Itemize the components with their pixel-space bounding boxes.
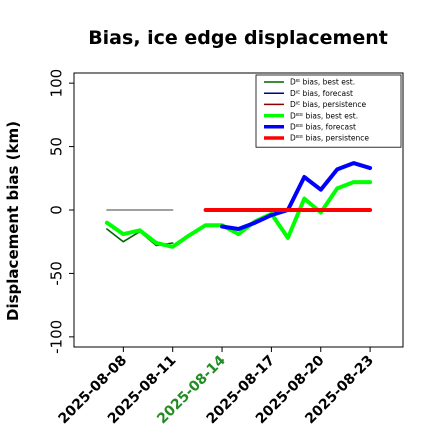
plot-frame bbox=[73, 72, 404, 348]
legend-label: Dᴵᴱᴱ bias, best est. bbox=[290, 111, 358, 120]
series-line bbox=[104, 180, 373, 249]
y-tick-label: -50 bbox=[47, 261, 65, 286]
legend-label: Dᴵᴱᴱ bias, forecast bbox=[290, 123, 356, 132]
legend-label: Dᴵᴱ bias, forecast bbox=[290, 89, 353, 98]
y-tick-label: 100 bbox=[47, 69, 65, 98]
series-layer bbox=[104, 161, 373, 249]
legend-label: Dᴵᴱᴱ bias, persistence bbox=[290, 134, 369, 143]
legend-box bbox=[255, 74, 402, 148]
y-tick-label: 50 bbox=[47, 137, 65, 156]
series-line bbox=[220, 161, 373, 231]
y-axis-label: Displacement bias (km) bbox=[4, 121, 22, 321]
y-tick-label: -100 bbox=[47, 320, 65, 354]
y-tick-label: 0 bbox=[47, 205, 65, 215]
legend: Dᴵᴱ bias, best est. Dᴵᴱ bias, forecast Dᴵᴱ… bbox=[255, 74, 402, 148]
legend-label: Dᴵᴱ bias, best est. bbox=[290, 78, 355, 87]
legend-label: Dᴵᴱ bias, persistence bbox=[290, 100, 366, 109]
chart-title: Bias, ice edge displacement bbox=[88, 27, 388, 49]
